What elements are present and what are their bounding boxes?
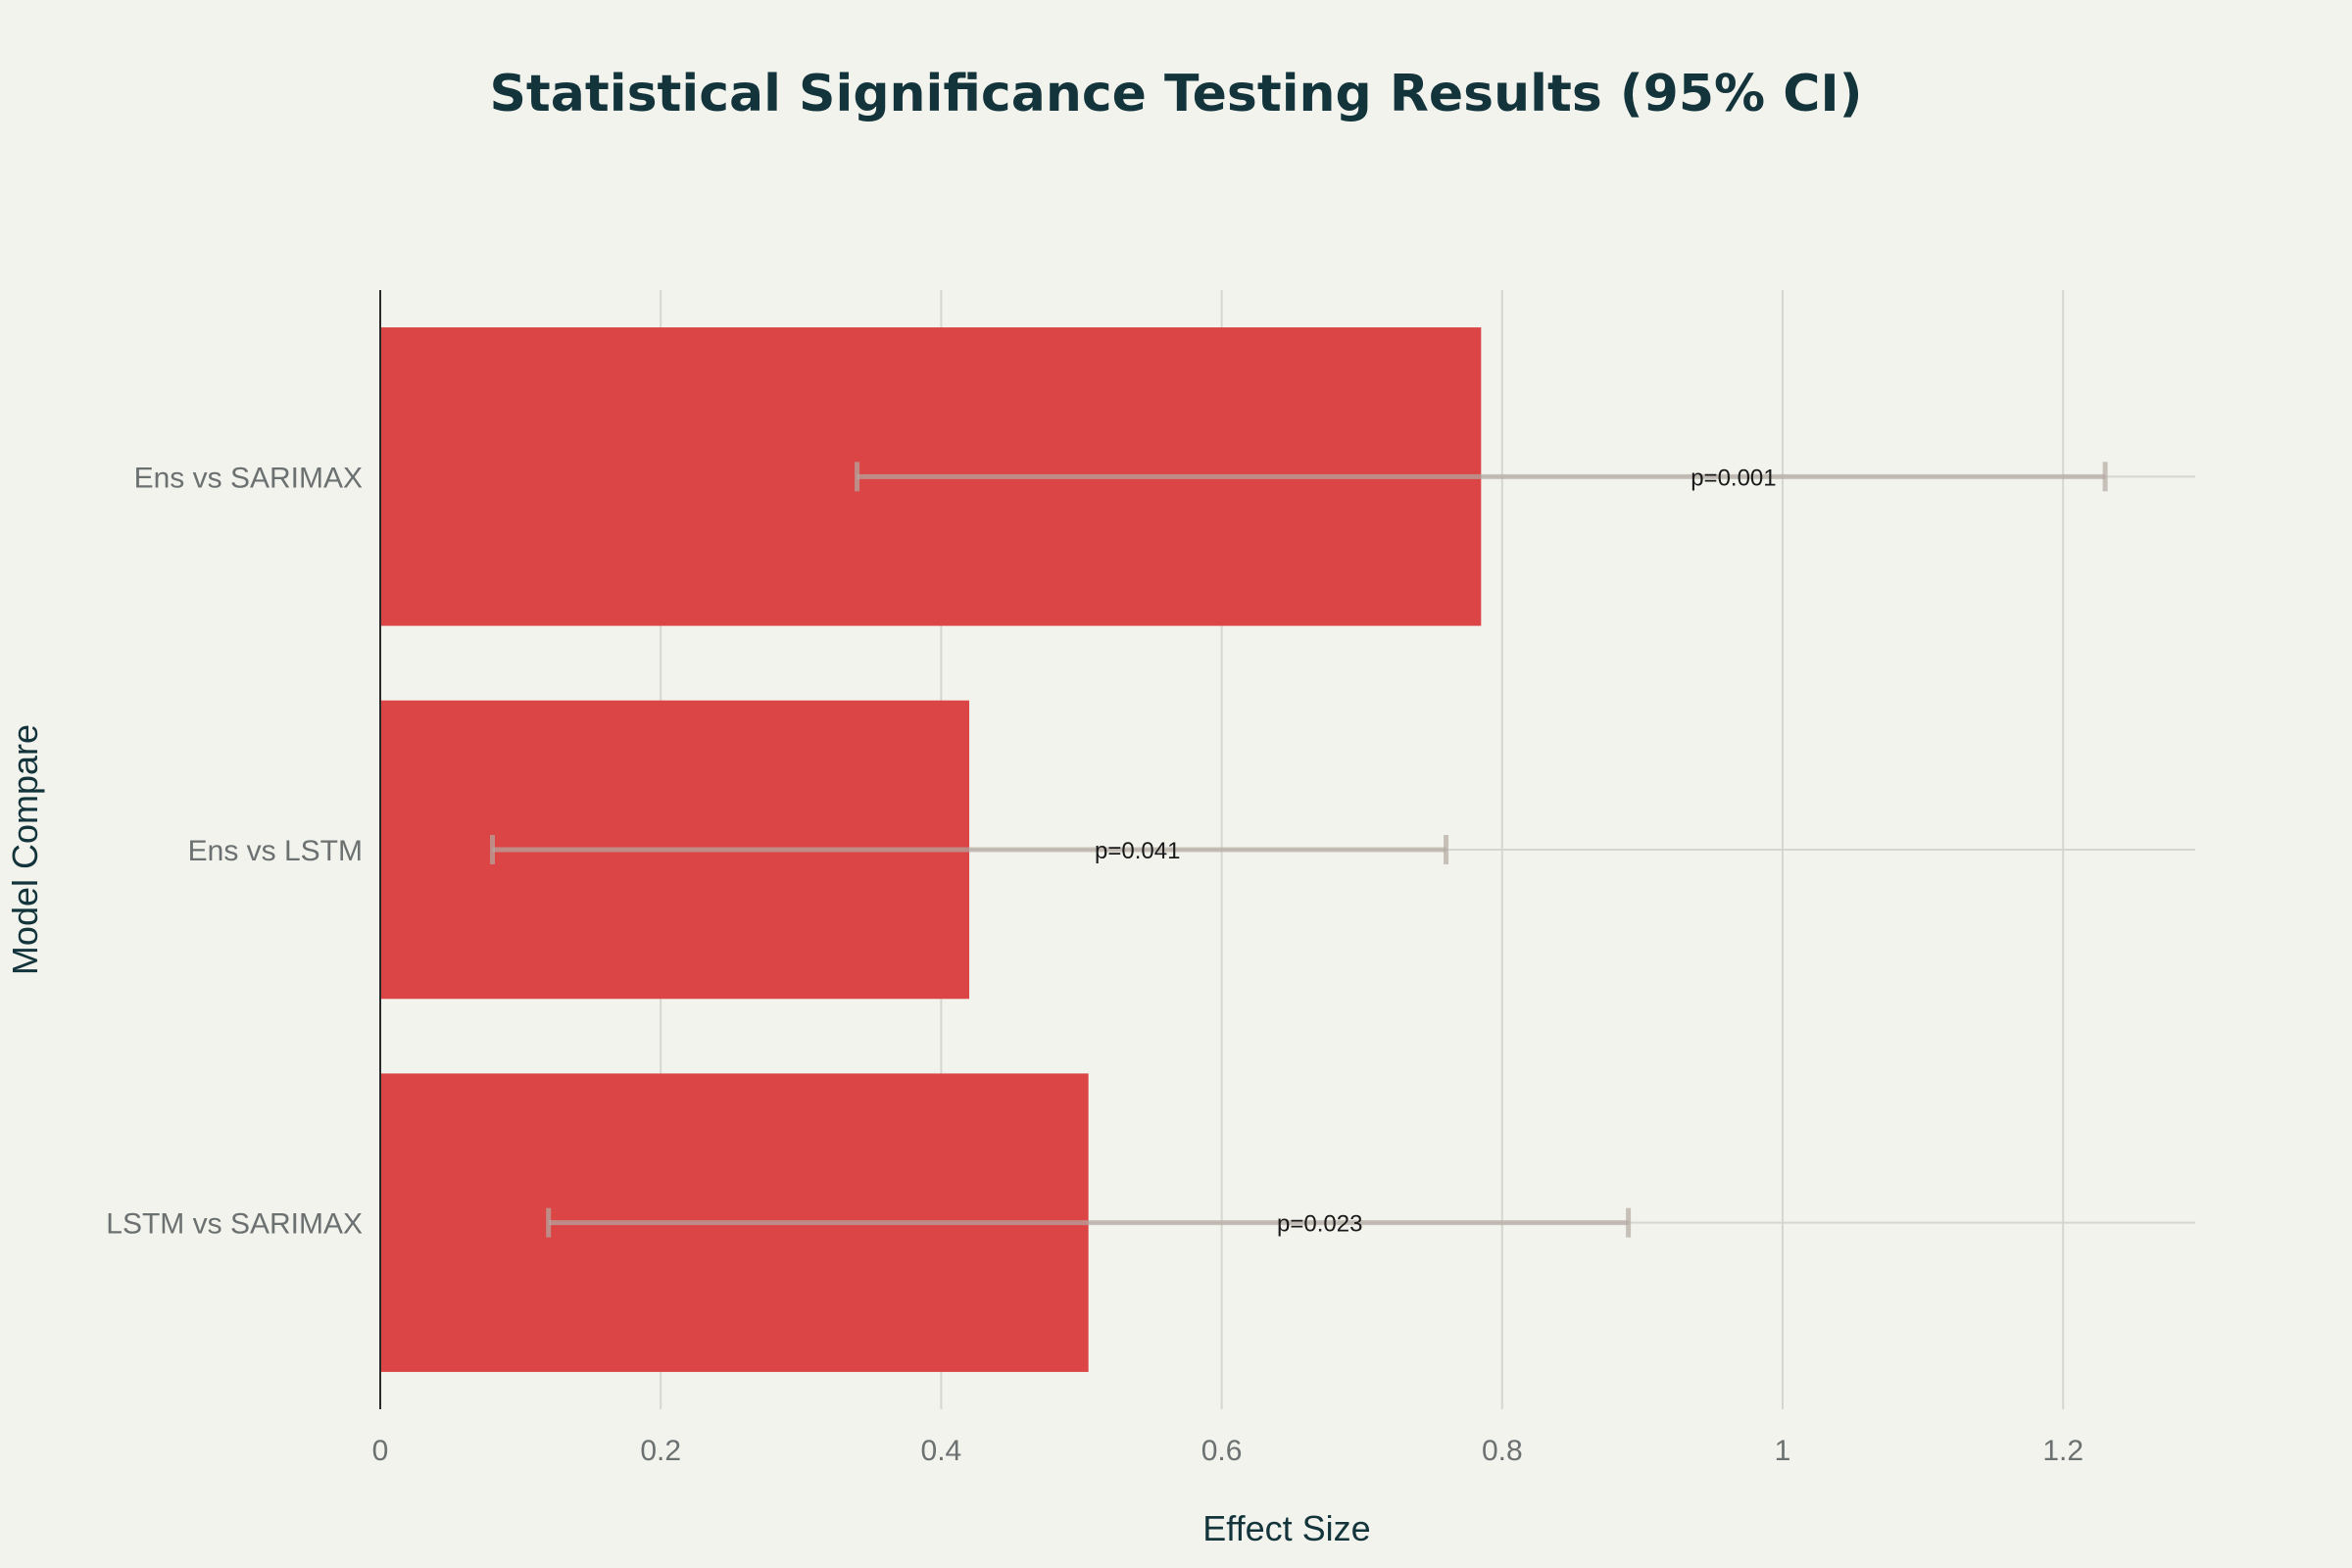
y-axis-title: Model Compare bbox=[5, 724, 45, 975]
x-tick-label: 0 bbox=[372, 1435, 389, 1467]
p-value-label: p=0.001 bbox=[1690, 465, 1776, 491]
y-tick-label: Ens vs SARIMAX bbox=[134, 462, 363, 494]
x-tick-labels: 0 0.2 0.4 0.6 0.8 1 1.2 bbox=[372, 1435, 2083, 1467]
x-tick-label: 0.4 bbox=[921, 1435, 962, 1467]
x-tick-label: 0.2 bbox=[640, 1435, 681, 1467]
x-tick-label: 1.2 bbox=[2042, 1435, 2083, 1467]
p-value-label: p=0.041 bbox=[1095, 838, 1180, 864]
error-bars bbox=[489, 462, 2108, 1238]
data-labels: p=0.001 p=0.041 p=0.023 bbox=[1095, 465, 1777, 1237]
x-tick-label: 0.6 bbox=[1201, 1435, 1243, 1467]
chart-title: Statistical Significance Testing Results… bbox=[489, 65, 1862, 123]
y-tick-label: Ens vs LSTM bbox=[188, 835, 363, 867]
x-axis-title: Effect Size bbox=[1202, 1508, 1370, 1548]
p-value-label: p=0.023 bbox=[1277, 1211, 1362, 1238]
x-tick-label: 0.8 bbox=[1482, 1435, 1523, 1467]
x-tick-label: 1 bbox=[1775, 1435, 1791, 1467]
y-tick-label: LSTM vs SARIMAX bbox=[106, 1208, 363, 1241]
y-tick-labels: Ens vs SARIMAX Ens vs LSTM LSTM vs SARIMAX bbox=[106, 462, 363, 1240]
